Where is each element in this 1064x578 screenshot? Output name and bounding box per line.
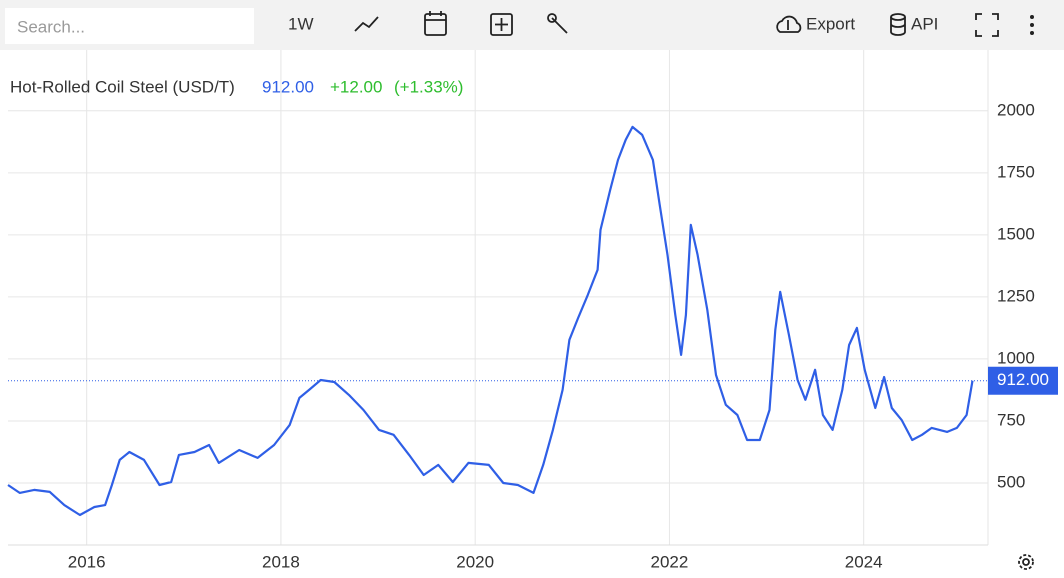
export-button[interactable]: Export bbox=[806, 14, 855, 33]
interval-button[interactable]: 1W bbox=[288, 14, 314, 33]
header-change-pct: (+1.33%) bbox=[394, 77, 463, 96]
last-price-label: 912.00 bbox=[997, 370, 1049, 389]
x-tick-label: 2018 bbox=[262, 552, 300, 571]
x-tick-label: 2024 bbox=[845, 552, 883, 571]
calendar-icon[interactable] bbox=[424, 11, 447, 36]
header-change: +12.00 bbox=[330, 77, 382, 96]
y-tick-label: 1250 bbox=[997, 286, 1035, 305]
y-tick-label: 1000 bbox=[997, 348, 1035, 367]
more-icon[interactable] bbox=[1030, 15, 1034, 35]
api-button[interactable]: API bbox=[911, 14, 938, 33]
price-line bbox=[7, 125, 974, 517]
y-tick-label: 500 bbox=[997, 472, 1025, 491]
chart-title: Hot-Rolled Coil Steel (USD/T) bbox=[10, 77, 235, 96]
search-placeholder: Search... bbox=[17, 17, 85, 36]
add-icon[interactable] bbox=[490, 13, 513, 36]
x-tick-label: 2020 bbox=[456, 552, 494, 571]
header-price: 912.00 bbox=[262, 77, 314, 96]
y-tick-label: 750 bbox=[997, 410, 1025, 429]
y-tick-label: 1500 bbox=[997, 224, 1035, 243]
settings-icon[interactable] bbox=[1018, 554, 1034, 570]
chart-type-icon[interactable] bbox=[354, 16, 379, 32]
tools-icon[interactable] bbox=[547, 13, 568, 34]
search-box[interactable] bbox=[5, 8, 254, 44]
y-tick-label: 1750 bbox=[997, 162, 1035, 181]
api-icon[interactable] bbox=[890, 13, 906, 36]
export-icon[interactable] bbox=[776, 15, 802, 33]
x-tick-label: 2022 bbox=[651, 552, 689, 571]
x-tick-label: 2016 bbox=[68, 552, 106, 571]
y-tick-label: 2000 bbox=[997, 100, 1035, 119]
fullscreen-icon[interactable] bbox=[975, 13, 999, 37]
last-price-tag bbox=[988, 366, 1058, 395]
